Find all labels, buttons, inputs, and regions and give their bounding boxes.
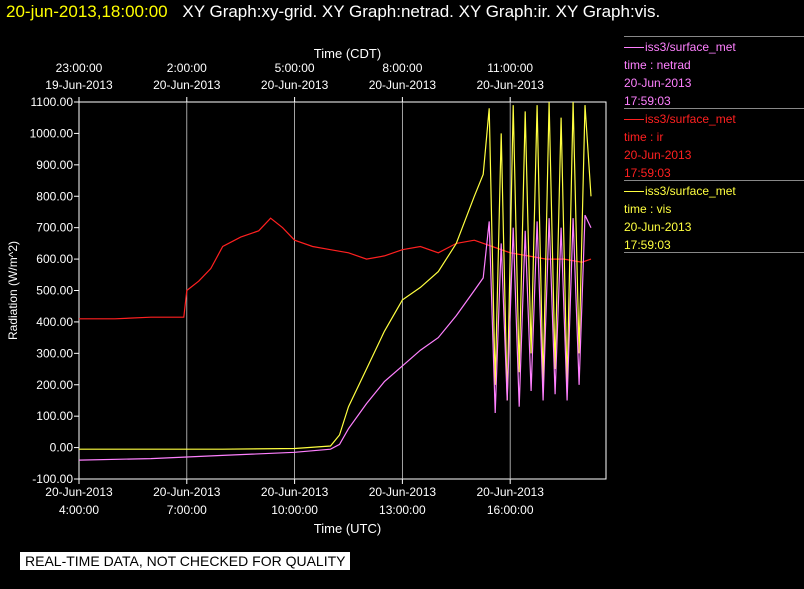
legend-line4: 17:59:03 [624, 238, 671, 252]
legend-divider [624, 108, 804, 109]
y-tick-label: 600.00 [36, 252, 73, 266]
y-tick-label: 400.00 [36, 315, 73, 329]
series-line [78, 214, 592, 461]
header: 20-jun-2013,18:00:00 XY Graph:xy-grid. X… [6, 2, 660, 22]
legend-swatch [624, 118, 644, 120]
legend-swatch [624, 190, 644, 192]
legend-line2: time : netrad [624, 58, 691, 72]
y-tick-label: 700.00 [36, 221, 73, 235]
y-tick-label: 500.00 [36, 284, 73, 298]
y-tick-label: 1000.00 [30, 126, 74, 140]
x-tick-label-top-time: 8:00:00 [382, 61, 422, 75]
x-tick-label-top-date: 19-Jun-2013 [45, 78, 113, 92]
x-tick-label-top-date: 20-Jun-2013 [476, 78, 544, 92]
timestamp: 20-jun-2013,18:00:00 [6, 2, 168, 21]
graph-list: XY Graph:xy-grid. XY Graph:netrad. XY Gr… [182, 2, 661, 21]
series-line [79, 217, 592, 320]
legend-divider [624, 180, 804, 181]
x-tick-label-top-time: 5:00:00 [275, 61, 315, 75]
y-tick-label: 900.00 [36, 158, 73, 172]
x-tick-label-time: 16:00:00 [487, 503, 534, 517]
legend-source: iss3/surface_met [624, 110, 804, 128]
x-axis-title: Time (UTC) [314, 521, 381, 536]
y-tick-label: 200.00 [36, 378, 73, 392]
y-tick-label: 300.00 [36, 346, 73, 360]
x-axis-title-top: Time (CDT) [314, 46, 381, 61]
y-tick-label: 0.00 [50, 441, 74, 455]
y-tick-label: 100.00 [36, 409, 73, 423]
legend-swatch [624, 46, 644, 48]
x-tick-label-top-time: 11:00:00 [487, 61, 533, 75]
x-tick-label-time: 10:00:00 [271, 503, 318, 517]
x-tick-label-time: 13:00:00 [379, 503, 426, 517]
x-tick-label-top-time: 23:00:00 [56, 61, 103, 75]
legend-line4: 17:59:03 [624, 166, 671, 180]
legend-divider [624, 252, 804, 253]
legend-line3: 20-Jun-2013 [624, 220, 692, 234]
legend-line4: 17:59:03 [624, 94, 671, 108]
y-tick-label: -100.00 [32, 472, 73, 486]
legend-source-text: iss3/surface_met [645, 112, 736, 126]
x-tick-label-time: 7:00:00 [167, 503, 207, 517]
legend-divider [624, 36, 804, 37]
x-tick-label-top-date: 20-Jun-2013 [153, 78, 221, 92]
x-tick-label-top-date: 20-Jun-2013 [261, 78, 329, 92]
legend-line3: 20-Jun-2013 [624, 76, 692, 90]
legend-line2: time : vis [624, 202, 672, 216]
y-tick-label: 800.00 [36, 189, 73, 203]
x-tick-label-top-time: 2:00:00 [167, 61, 207, 75]
legend-source: iss3/surface_met [624, 182, 804, 200]
chart: 1100.00 1000.00 900.00 800.00 700.00 600.00 50… [6, 46, 607, 536]
x-tick-label-top-date: 20-Jun-2013 [369, 78, 437, 92]
y-axis-title: Radiation (W/m^2) [6, 241, 20, 340]
legend-line2: time : ir [624, 130, 664, 144]
y-tick-label: 1100.00 [31, 95, 74, 109]
series-line [79, 101, 592, 450]
legend-source: iss3/surface_met [624, 38, 804, 56]
legend-line3: 20-Jun-2013 [624, 148, 692, 162]
x-tick-label-date: 20-Jun-2013 [369, 485, 437, 499]
x-tick-label-date: 20-Jun-2013 [45, 485, 113, 499]
x-tick-label-date: 20-Jun-2013 [261, 485, 329, 499]
x-tick-label-date: 20-Jun-2013 [153, 485, 221, 499]
legend-source-text: iss3/surface_met [645, 184, 736, 198]
x-tick-label-time: 4:00:00 [59, 503, 99, 517]
legend-source-text: iss3/surface_met [645, 40, 736, 54]
quality-notice: REAL-TIME DATA, NOT CHECKED FOR QUALITY [20, 552, 351, 570]
x-tick-label-date: 20-Jun-2013 [476, 485, 544, 499]
